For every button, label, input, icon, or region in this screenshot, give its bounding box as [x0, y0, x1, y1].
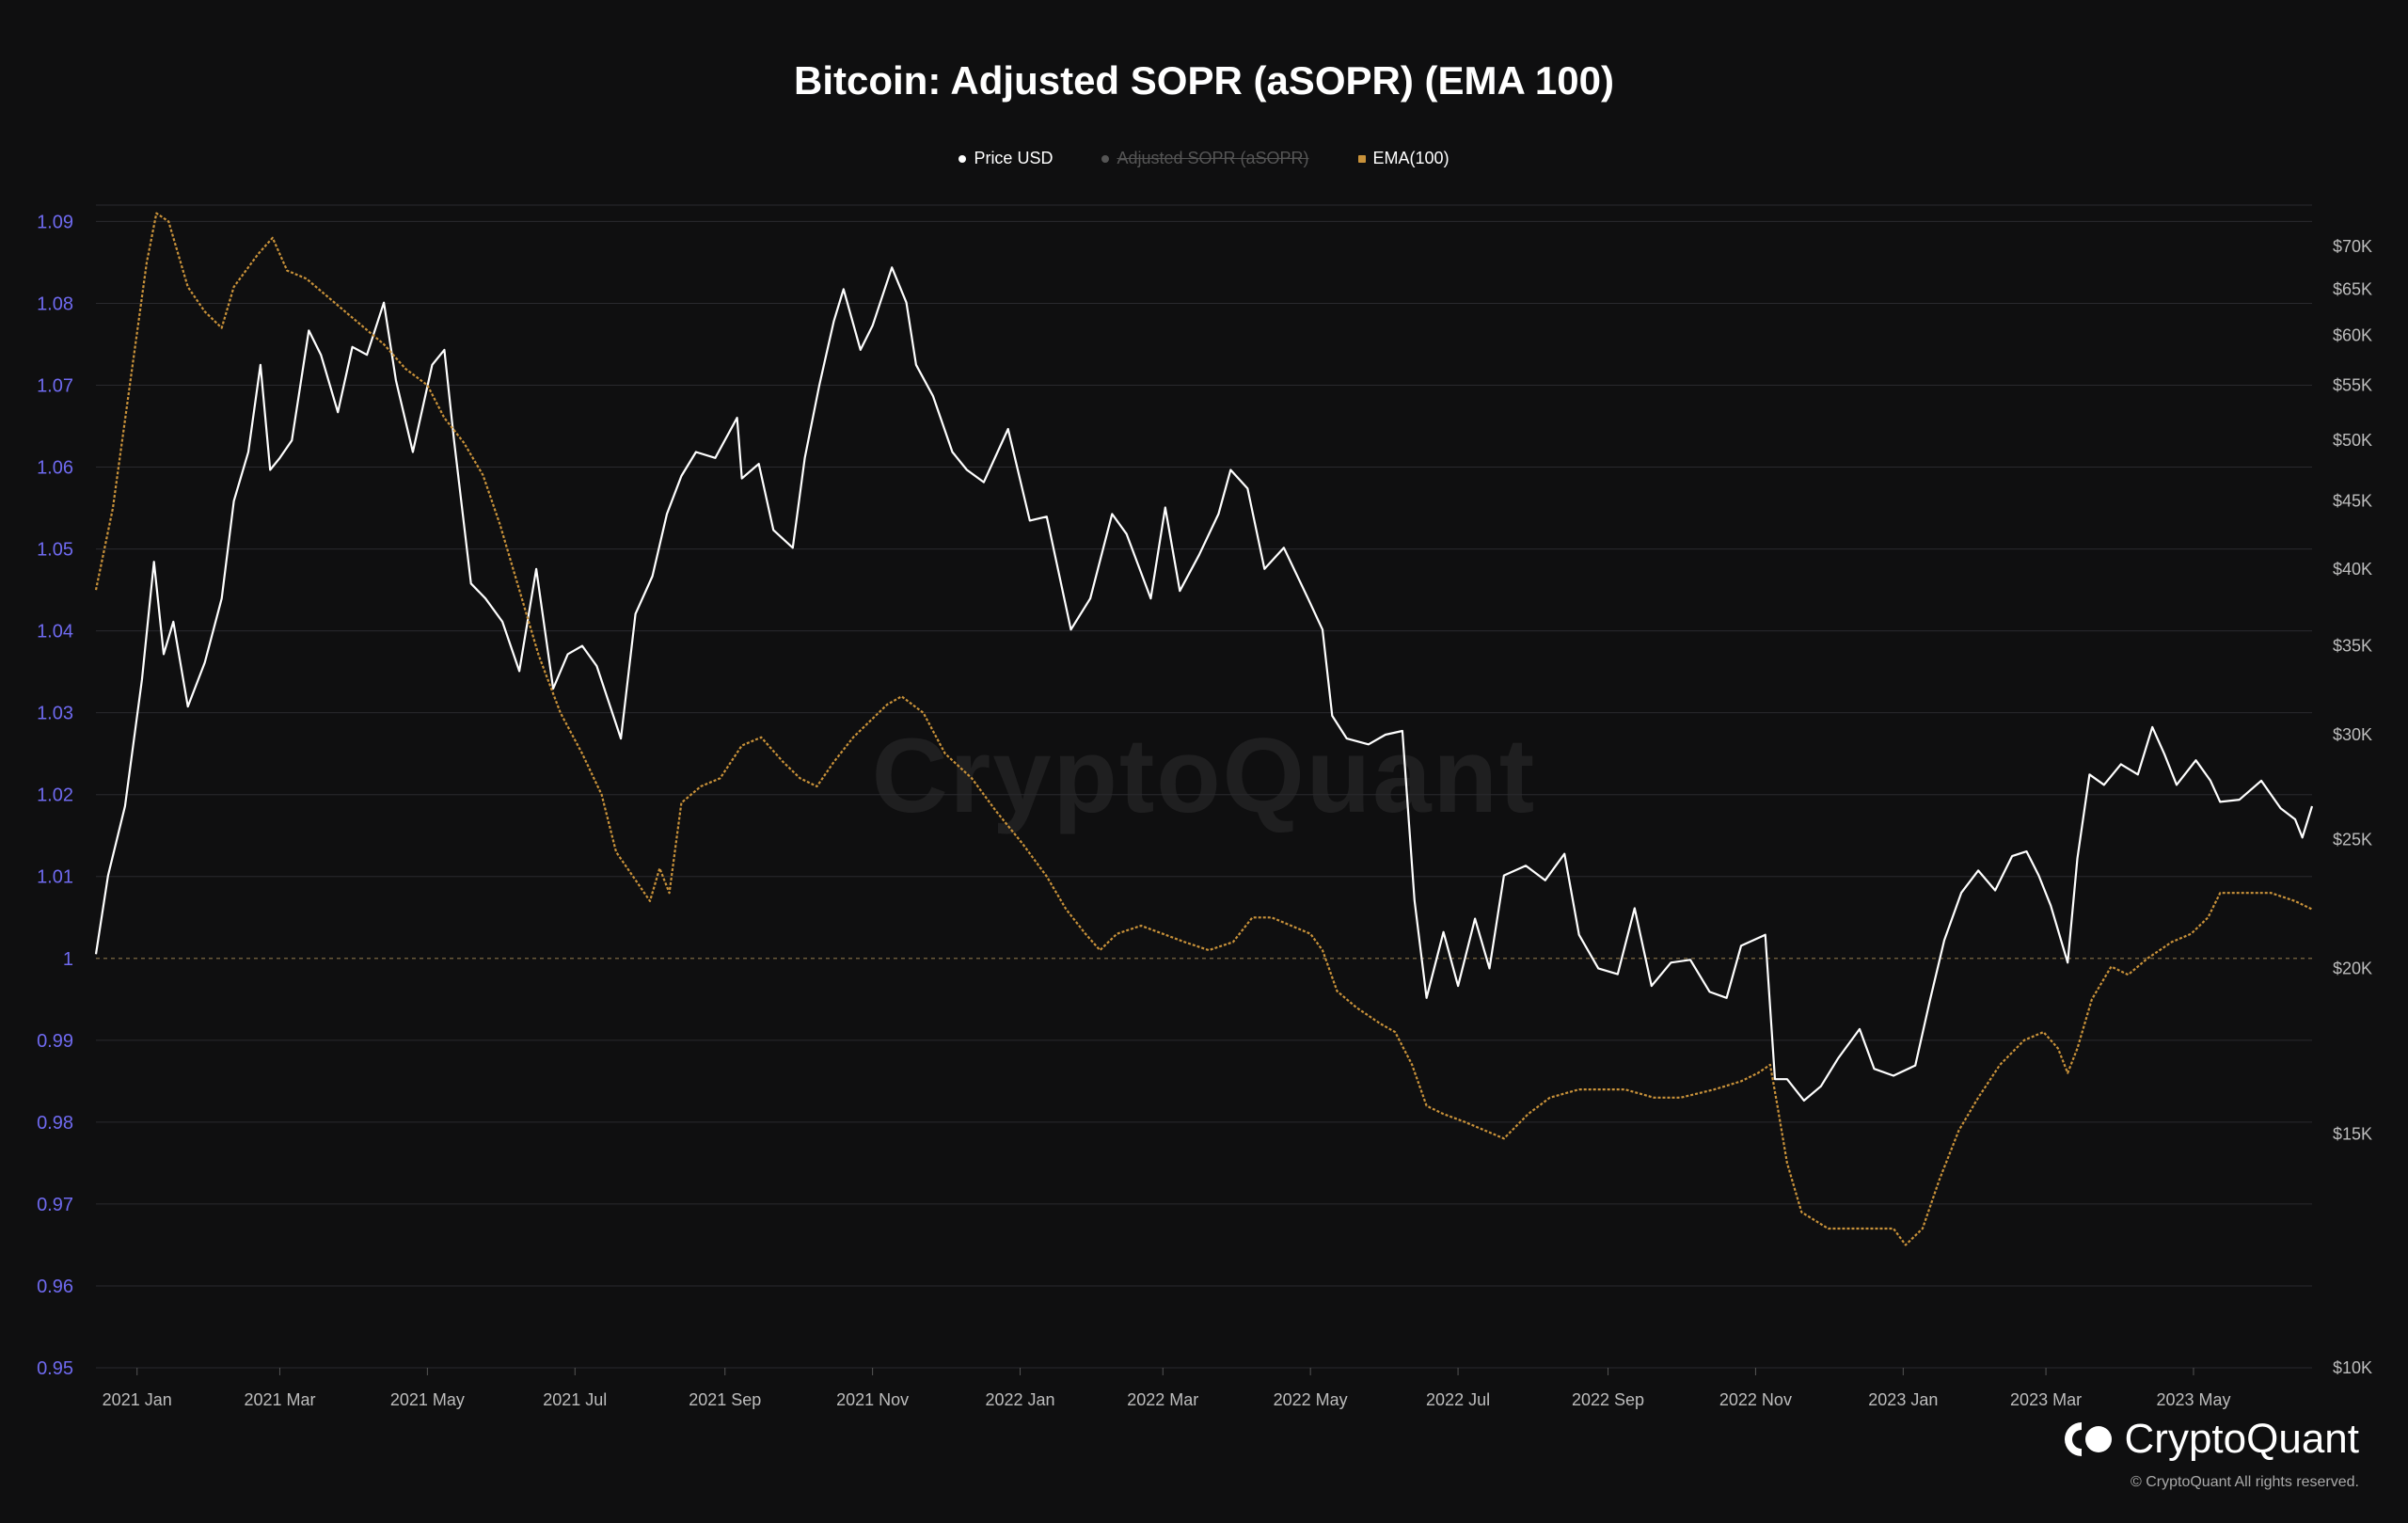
right-tick-label: $35K [2333, 637, 2372, 656]
right-tick-label: $40K [2333, 560, 2372, 579]
series-group [94, 212, 2314, 1246]
right-tick-label: $10K [2333, 1358, 2372, 1377]
right-tick-label: $30K [2333, 725, 2372, 744]
legend-dot-icon [1101, 154, 1110, 163]
legend: Price USD Adjusted SOPR (aSOPR) EMA(100) [0, 149, 2408, 168]
right-tick-label: $25K [2333, 831, 2372, 849]
left-tick-label: 0.99 [37, 1031, 73, 1052]
legend-item-ema100[interactable]: EMA(100) [1357, 149, 1450, 168]
legend-label: Price USD [974, 149, 1054, 167]
left-tick-label: 1.03 [37, 704, 73, 724]
x-axis: 2021 Jan 2021 Mar 2021 May 2021 Jul 2021 Sep… [103, 1368, 2231, 1409]
x-tick-label: 2021 May [390, 1390, 465, 1409]
left-axis: 1.09 1.08 1.07 1.06 1.05 1.04 1.03 1.02 1.01 1 0.9… [37, 212, 73, 1379]
left-tick-label: 1.09 [37, 212, 73, 232]
x-tick-label: 2022 Sep [1572, 1390, 1644, 1409]
x-tick-label: 2021 Mar [244, 1390, 315, 1409]
left-tick-label: 1.07 [37, 375, 73, 396]
left-tick-label: 0.98 [37, 1113, 73, 1134]
left-tick-label: 1.01 [37, 867, 73, 888]
legend-item-price-usd[interactable]: Price USD [958, 149, 1053, 168]
left-tick-label: 0.96 [37, 1277, 73, 1297]
right-axis: $70K $65K $60K $55K $50K $45K $40K $35K $30K $25K… [2333, 237, 2372, 1377]
left-tick-label: 1.02 [37, 785, 73, 806]
cryptoquant-logo-icon [2064, 1422, 2112, 1456]
legend-label: EMA(100) [1372, 149, 1450, 167]
series-line-ema-100- [94, 212, 2313, 1246]
gridlines [96, 204, 2312, 1369]
brand-logo: CryptoQuant [2063, 1416, 2359, 1463]
x-tick-label: 2021 Jan [103, 1390, 172, 1409]
x-tick-label: 2021 Jul [543, 1390, 607, 1409]
left-tick-label: 1.06 [37, 458, 73, 479]
x-tick-label: 2022 Jan [985, 1390, 1054, 1409]
x-tick-label: 2021 Nov [836, 1390, 909, 1409]
right-tick-label: $60K [2333, 325, 2372, 344]
right-tick-label: $50K [2333, 431, 2372, 450]
right-tick-label: $55K [2333, 376, 2372, 395]
right-tick-label: $65K [2333, 279, 2372, 298]
legend-dot-icon [1357, 154, 1366, 163]
x-tick-label: 2022 May [1274, 1390, 1348, 1409]
brand-name: CryptoQuant [2124, 1416, 2359, 1462]
left-tick-label: 1.04 [37, 622, 73, 643]
legend-item-adjusted-sopr[interactable]: Adjusted SOPR (aSOPR) [1101, 149, 1309, 168]
left-tick-label: 1 [63, 949, 73, 970]
left-tick-label: 0.97 [37, 1195, 73, 1215]
x-tick-label: 2023 Jan [1868, 1390, 1938, 1409]
series-line-price-usd [94, 266, 2314, 1102]
x-tick-label: 2021 Sep [689, 1390, 761, 1409]
right-tick-label: $20K [2333, 959, 2372, 977]
left-tick-label: 1.08 [37, 293, 73, 314]
x-tick-label: 2023 Mar [2010, 1390, 2082, 1409]
x-tick-label: 2022 Mar [1127, 1390, 1198, 1409]
right-tick-label: $70K [2333, 237, 2372, 256]
right-tick-label: $15K [2333, 1125, 2372, 1144]
left-tick-label: 1.05 [37, 540, 73, 561]
chart-title: Bitcoin: Adjusted SOPR (aSOPR) (EMA 100) [794, 58, 1614, 103]
copyright: © CryptoQuant All rights reserved. [2131, 1474, 2359, 1490]
legend-label: Adjusted SOPR (aSOPR) [1117, 149, 1309, 167]
x-tick-label: 2022 Jul [1426, 1390, 1490, 1409]
legend-dot-icon [958, 154, 967, 163]
left-tick-label: 0.95 [37, 1358, 73, 1379]
x-tick-label: 2023 May [2156, 1390, 2230, 1409]
right-tick-label: $45K [2333, 492, 2372, 511]
x-tick-label: 2022 Nov [1719, 1390, 1792, 1409]
